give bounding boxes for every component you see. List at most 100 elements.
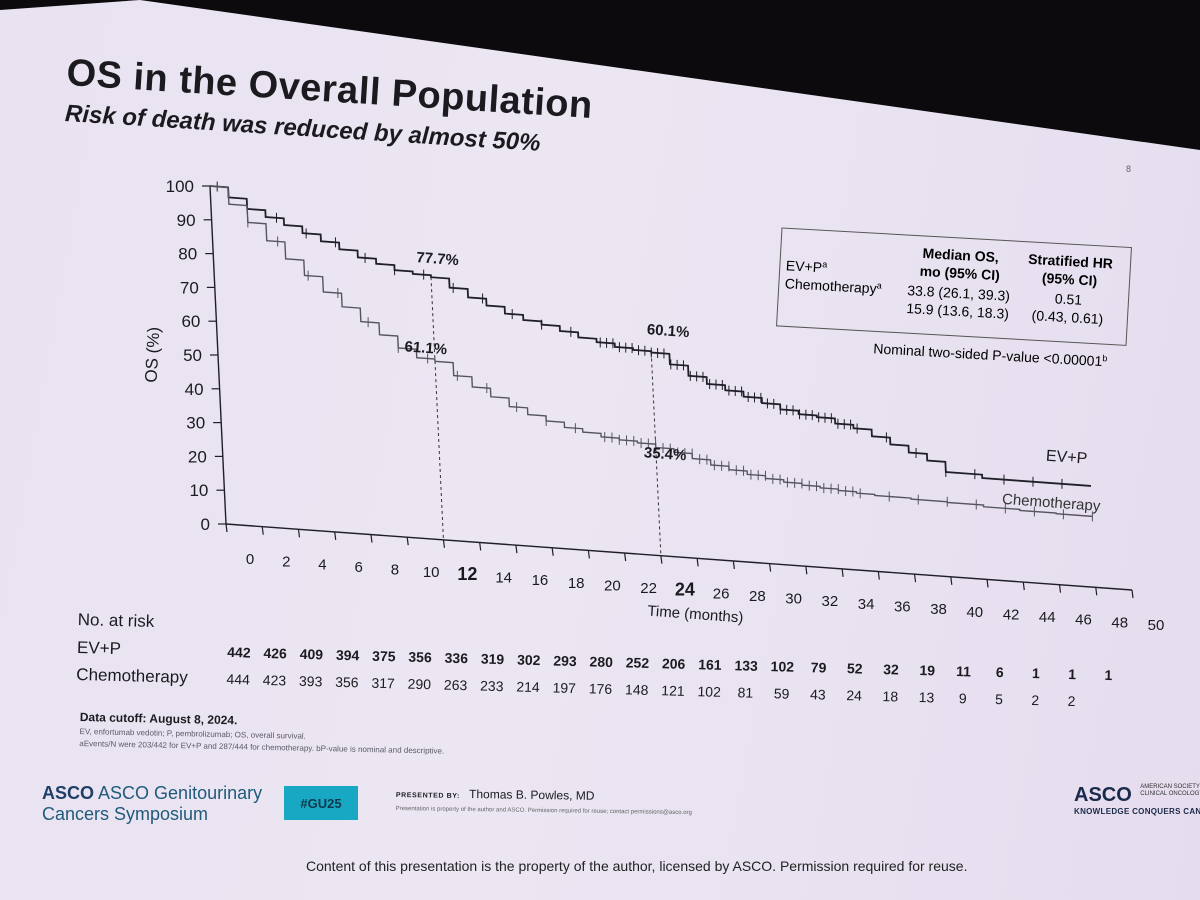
risk-value-evp: 252: [625, 654, 650, 671]
x-tick-label: 2: [282, 554, 290, 571]
risk-row-label-chemo: Chemotherapy: [76, 664, 189, 687]
x-tick-label: 38: [930, 601, 947, 618]
x-tick: [805, 566, 808, 575]
km-curve-chemotherapy: [209, 185, 1093, 518]
x-tick: [1095, 587, 1098, 596]
y-tick-label: 90: [177, 211, 196, 230]
risk-value-evp: 409: [299, 645, 324, 663]
risk-value-evp: 52: [846, 660, 863, 677]
x-tick: [406, 537, 409, 546]
risk-value-evp: 280: [589, 653, 614, 671]
x-tick-label: 0: [246, 551, 254, 568]
risk-value-chemo: 2: [1067, 692, 1076, 710]
legend-col-hr-1: Stratified HR: [1028, 251, 1114, 272]
guide-line-24: [650, 352, 662, 556]
x-tick: [913, 574, 917, 583]
annotation-label: 77.7%: [416, 249, 460, 269]
risk-value-evp: 32: [883, 661, 900, 678]
risk-value-chemo: 233: [479, 677, 504, 695]
hashtag-badge: #GU25: [284, 786, 358, 820]
x-tick: [442, 539, 446, 548]
x-tick: [841, 568, 844, 577]
risk-value-chemo: 18: [882, 688, 899, 705]
risk-value-chemo: 317: [371, 674, 396, 692]
risk-value-chemo: 214: [516, 678, 540, 696]
legend-col-hr-2: (95% CI): [1042, 270, 1098, 289]
x-tick-label: 32: [821, 593, 838, 610]
risk-value-evp: 426: [263, 644, 288, 662]
legend-hr-ci: (0.43, 0.61): [1031, 307, 1103, 327]
x-tick: [877, 571, 880, 580]
bottom-notice: Content of this presentation is the prop…: [306, 858, 968, 874]
risk-value-chemo: 81: [737, 684, 754, 701]
x-tick-label: 44: [1039, 609, 1056, 626]
y-tick-label: 80: [178, 245, 197, 264]
x-tick-label: 18: [568, 575, 585, 592]
risk-value-evp: 319: [480, 650, 505, 668]
risk-value-chemo: 197: [552, 679, 577, 697]
curve-label-evp: EV+P: [1045, 448, 1087, 468]
x-tick-label: 12: [457, 564, 477, 584]
presented-by-label: PRESENTED BY:: [395, 791, 460, 800]
annotation-label: 35.4%: [643, 444, 687, 464]
x-tick-label: 20: [604, 577, 621, 594]
risk-value-chemo: 176: [588, 680, 613, 698]
asco-logo: ASCO AMERICAN SOCIETY OFCLINICAL ONCOLOG…: [1074, 784, 1200, 816]
x-tick-label: 22: [640, 580, 657, 597]
x-tick: [297, 529, 301, 538]
x-tick-label: 8: [391, 562, 399, 579]
risk-value-chemo: 43: [809, 686, 826, 703]
x-tick-label: 24: [675, 580, 695, 600]
risk-table-header: No. at risk: [77, 610, 155, 631]
x-tick-label: 48: [1111, 614, 1128, 631]
x-tick-label: 42: [1003, 606, 1020, 623]
risk-value-evp: 394: [335, 646, 360, 664]
x-tick: [769, 563, 772, 572]
x-tick: [479, 542, 482, 551]
x-tick: [660, 555, 663, 564]
x-tick-label: 10: [423, 564, 440, 581]
x-tick: [334, 531, 337, 540]
symposium-logo: ASCO ASCO Genitourinary Cancers Symposiu…: [42, 783, 263, 824]
risk-value-chemo: 2: [1031, 691, 1040, 709]
y-tick-label: 30: [186, 414, 205, 433]
risk-value-chemo: 148: [624, 681, 649, 698]
x-tick-label: 40: [966, 604, 983, 621]
legend-col-median-2: mo (95% CI): [919, 263, 1000, 283]
symposium-line1: ASCO Genitourinary: [98, 783, 263, 803]
x-tick-label: 16: [532, 572, 549, 589]
legend-col-median-1: Median OS,: [922, 245, 999, 265]
x-tick-label: 26: [713, 585, 730, 602]
risk-value-chemo: 121: [661, 682, 685, 699]
risk-value-evp: 442: [227, 643, 251, 661]
risk-value-chemo: 263: [443, 676, 468, 694]
legend-border: [776, 227, 1132, 346]
x-tick: [986, 579, 989, 588]
risk-value-chemo: 9: [958, 690, 967, 707]
risk-value-chemo: 444: [226, 670, 251, 688]
x-tick: [587, 550, 590, 559]
risk-value-evp: 133: [734, 657, 759, 674]
risk-value-evp: 1: [1104, 666, 1113, 684]
legend-hr-value: 0.51: [1054, 290, 1082, 308]
guide-line-12: [430, 277, 444, 540]
risk-value-chemo: 290: [407, 675, 432, 693]
y-tick-label: 0: [201, 515, 210, 534]
y-tick-label: 60: [181, 312, 200, 331]
risk-value-evp: 19: [919, 662, 936, 679]
asco-society: AMERICAN SOCIETY OFCLINICAL ONCOLOGY: [1140, 784, 1200, 797]
risk-value-chemo: 59: [773, 685, 790, 702]
x-tick: [732, 560, 735, 570]
x-tick: [1058, 584, 1062, 593]
legend-arm-label: EV+Pa: [785, 257, 827, 275]
x-tick: [370, 534, 373, 543]
asco-wordmark: ASCO: [1074, 784, 1132, 806]
risk-value-chemo: 393: [298, 672, 323, 690]
y-tick-label: 10: [189, 481, 208, 500]
x-tick: [1022, 582, 1025, 591]
risk-value-evp: 293: [553, 652, 577, 670]
y-tick-label: 100: [166, 177, 194, 196]
x-tick-label: 34: [858, 596, 875, 613]
